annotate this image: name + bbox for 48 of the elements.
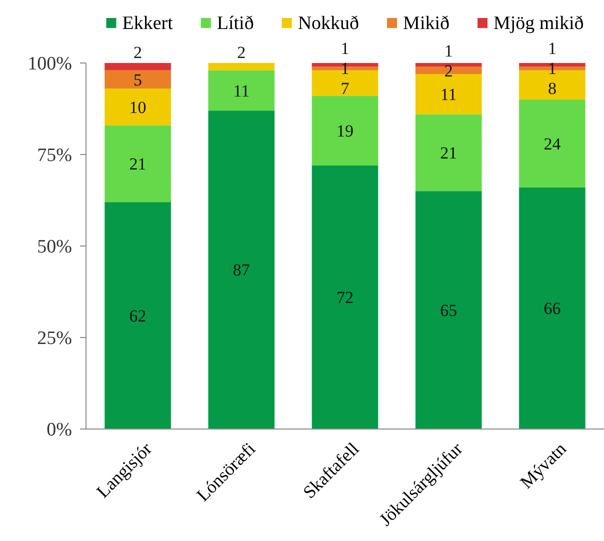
data-label: 7	[340, 78, 350, 98]
legend-label: Lítið	[216, 13, 254, 34]
data-label: 62	[129, 306, 146, 326]
data-label: 24	[544, 134, 562, 154]
data-label: 1	[340, 38, 350, 58]
bar	[312, 165, 378, 429]
data-label: 2	[134, 42, 142, 62]
bar	[312, 96, 378, 166]
legend-label: Nokkuð	[298, 13, 360, 34]
data-label: 2	[444, 61, 453, 80]
bar	[208, 63, 275, 70]
y-tick-label: 25%	[37, 328, 72, 350]
data-label: 1	[548, 38, 556, 58]
bar	[519, 187, 586, 429]
bar	[415, 63, 482, 67]
data-label: 5	[134, 70, 142, 90]
data-label: 66	[544, 299, 561, 318]
data-label: 21	[129, 154, 146, 174]
bar	[208, 70, 275, 111]
data-label: 65	[440, 301, 458, 320]
bar	[208, 110, 275, 429]
bar	[415, 114, 482, 192]
bar	[104, 202, 171, 429]
y-tick-label: 0%	[46, 420, 72, 441]
legend-label: Mikið	[403, 13, 450, 34]
y-tick-label: 75%	[37, 145, 72, 166]
y-tick-label: 50%	[37, 236, 72, 258]
data-label: 72	[336, 288, 354, 308]
data-label: 1	[444, 41, 453, 60]
bar	[519, 100, 586, 188]
data-label: 8	[548, 78, 556, 98]
bar	[104, 63, 171, 70]
data-label: 19	[336, 122, 354, 141]
bar	[104, 88, 171, 126]
bar	[415, 191, 482, 429]
data-label: 11	[440, 85, 457, 104]
bar	[104, 70, 171, 89]
bar	[104, 125, 171, 202]
legend-label: Mjög mikið	[494, 13, 584, 34]
data-label: 87	[232, 260, 250, 280]
data-label: 11	[233, 81, 250, 100]
data-label: 10	[129, 98, 146, 117]
y-tick-label: 100%	[28, 54, 72, 75]
data-label: 2	[237, 42, 246, 62]
data-label: 1	[548, 58, 556, 78]
data-label: 1	[340, 58, 350, 78]
legend-label: Ekkert	[122, 13, 174, 34]
data-label: 21	[440, 144, 458, 163]
